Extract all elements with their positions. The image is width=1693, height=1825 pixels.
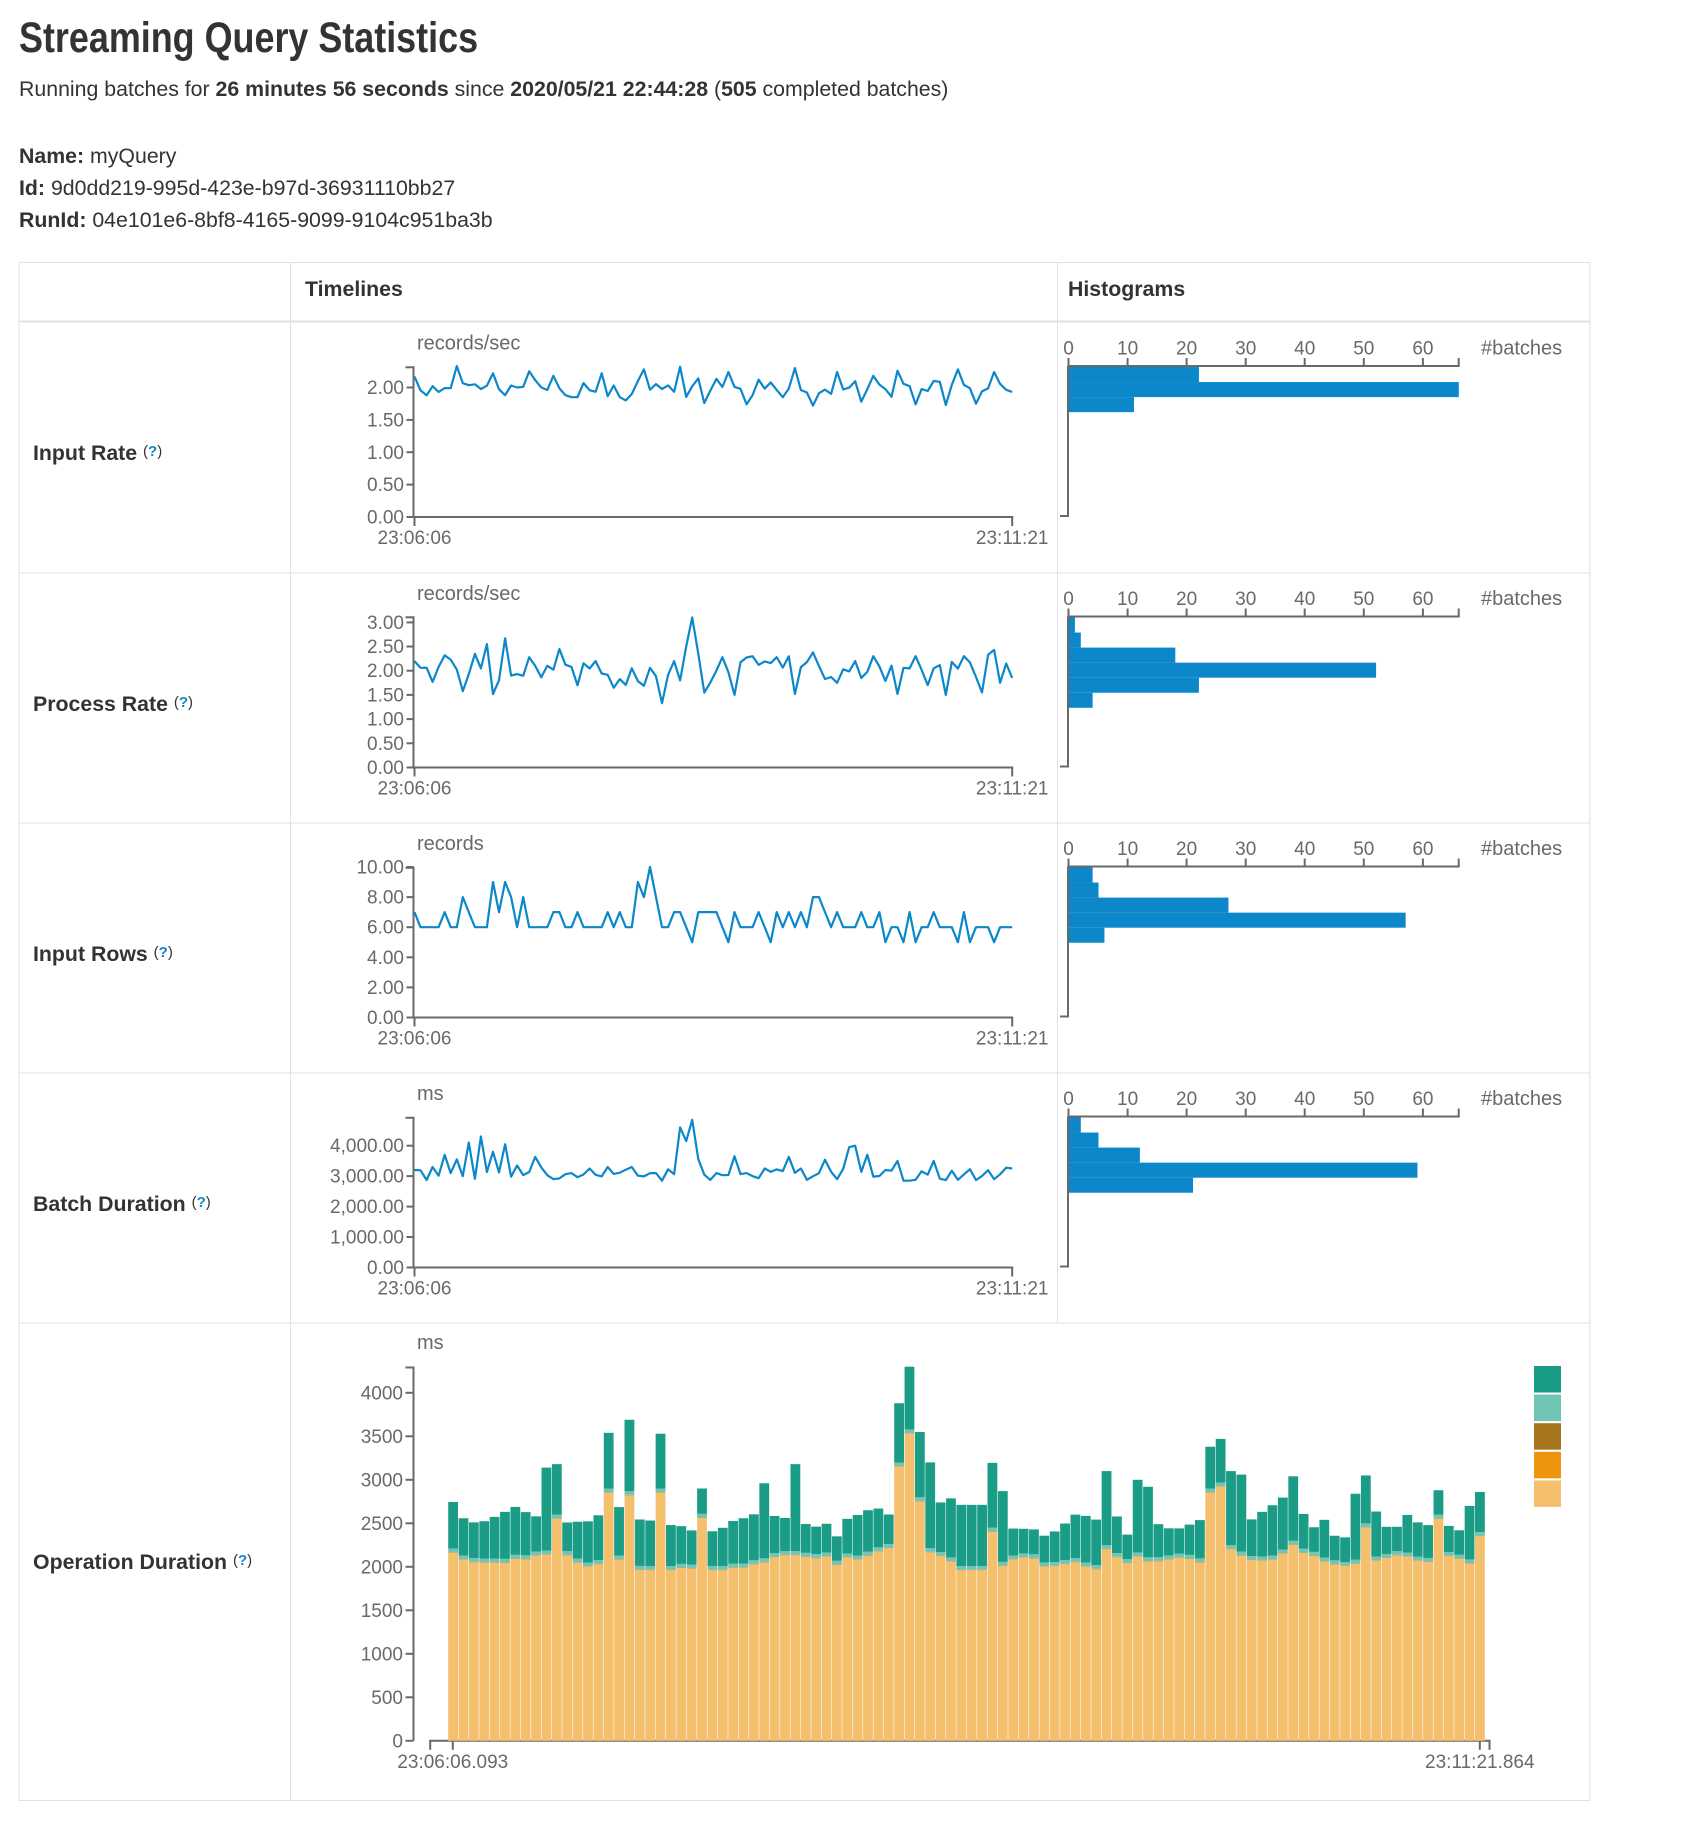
svg-text:23:06:06: 23:06:06 [378,779,452,800]
svg-text:50: 50 [1353,839,1374,860]
svg-text:0: 0 [1063,589,1074,610]
svg-text:30: 30 [1235,339,1256,360]
svg-text:4000: 4000 [361,1383,403,1404]
svg-text:60: 60 [1412,839,1433,860]
svg-text:2.00: 2.00 [367,661,404,682]
svg-text:10: 10 [1117,1089,1138,1110]
svg-text:6.00: 6.00 [367,918,404,939]
svg-text:23:11:21: 23:11:21 [976,1029,1049,1050]
svg-text:500: 500 [371,1688,403,1709]
svg-text:60: 60 [1412,589,1433,610]
svg-text:50: 50 [1353,589,1374,610]
svg-text:23:06:06: 23:06:06 [378,528,452,549]
svg-text:records: records [417,833,484,855]
svg-text:#batches: #batches [1481,338,1562,360]
svg-text:23:11:21: 23:11:21 [976,528,1049,549]
svg-text:30: 30 [1235,589,1256,610]
svg-text:#batches: #batches [1481,838,1562,860]
svg-text:0: 0 [1063,839,1074,860]
svg-text:20: 20 [1176,589,1197,610]
svg-text:40: 40 [1294,1089,1315,1110]
svg-text:30: 30 [1235,1089,1256,1110]
svg-text:10: 10 [1117,839,1138,860]
svg-text:2.00: 2.00 [367,378,404,399]
svg-text:0.50: 0.50 [367,475,404,496]
svg-text:2000: 2000 [361,1557,403,1578]
svg-text:23:06:06.093: 23:06:06.093 [397,1752,508,1773]
svg-text:2.50: 2.50 [367,637,404,658]
svg-text:20: 20 [1176,1089,1197,1110]
svg-text:40: 40 [1294,589,1315,610]
svg-text:ms: ms [417,1332,444,1354]
svg-text:50: 50 [1353,1089,1374,1110]
svg-text:0: 0 [392,1731,403,1752]
svg-text:3.00: 3.00 [367,613,404,634]
svg-text:1000: 1000 [361,1644,403,1665]
svg-text:#batches: #batches [1481,1088,1562,1110]
svg-text:records/sec: records/sec [417,583,520,605]
svg-text:0: 0 [1063,339,1074,360]
svg-text:10: 10 [1117,589,1138,610]
svg-text:8.00: 8.00 [367,888,404,909]
svg-text:40: 40 [1294,839,1315,860]
svg-text:50: 50 [1353,339,1374,360]
svg-text:#batches: #batches [1481,588,1562,610]
svg-text:0.50: 0.50 [367,734,404,755]
svg-text:23:06:06: 23:06:06 [378,1029,452,1050]
svg-text:60: 60 [1412,339,1433,360]
svg-text:1500: 1500 [361,1601,403,1622]
svg-text:20: 20 [1176,339,1197,360]
svg-text:30: 30 [1235,839,1256,860]
svg-text:3500: 3500 [361,1427,403,1448]
svg-text:0.00: 0.00 [367,1008,404,1029]
svg-text:23:11:21: 23:11:21 [976,1279,1049,1300]
svg-text:1.00: 1.00 [367,443,404,464]
svg-text:0.00: 0.00 [367,758,404,779]
svg-text:20: 20 [1176,839,1197,860]
svg-text:23:06:06: 23:06:06 [378,1279,452,1300]
svg-text:1.50: 1.50 [367,685,404,706]
svg-text:23:11:21.864: 23:11:21.864 [1425,1752,1535,1773]
svg-text:3,000.00: 3,000.00 [330,1167,404,1188]
svg-text:0: 0 [1063,1089,1074,1110]
svg-text:23:11:21: 23:11:21 [976,779,1049,800]
svg-text:4.00: 4.00 [367,948,404,969]
svg-text:60: 60 [1412,1089,1433,1110]
svg-text:3000: 3000 [361,1470,403,1491]
svg-text:records/sec: records/sec [417,333,520,355]
svg-text:10: 10 [1117,339,1138,360]
svg-text:1.00: 1.00 [367,710,404,731]
svg-text:2,000.00: 2,000.00 [330,1197,404,1218]
svg-text:1,000.00: 1,000.00 [330,1228,404,1249]
svg-text:2500: 2500 [361,1514,403,1535]
svg-text:2.00: 2.00 [367,978,404,999]
svg-text:1.50: 1.50 [367,410,404,431]
svg-text:10.00: 10.00 [356,858,404,879]
svg-text:40: 40 [1294,339,1315,360]
svg-text:4,000.00: 4,000.00 [330,1136,404,1157]
svg-text:ms: ms [417,1083,444,1105]
svg-text:0.00: 0.00 [367,508,404,529]
svg-text:0.00: 0.00 [367,1258,404,1279]
